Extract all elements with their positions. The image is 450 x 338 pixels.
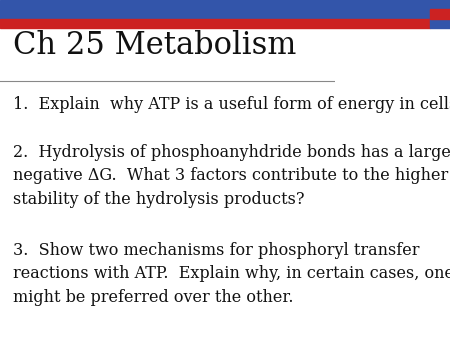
Text: stability of the hydrolysis products?: stability of the hydrolysis products? <box>14 191 305 208</box>
Text: reactions with ATP.  Explain why, in certain cases, one: reactions with ATP. Explain why, in cert… <box>14 265 450 282</box>
Text: 2.  Hydrolysis of phosphoanyhdride bonds has a large: 2. Hydrolysis of phosphoanyhdride bonds … <box>14 144 450 161</box>
Text: Ch 25 Metabolism: Ch 25 Metabolism <box>14 30 297 61</box>
Text: negative ΔG.  What 3 factors contribute to the higher: negative ΔG. What 3 factors contribute t… <box>14 167 449 184</box>
Text: might be preferred over the other.: might be preferred over the other. <box>14 289 294 306</box>
Text: 3.  Show two mechanisms for phosphoryl transfer: 3. Show two mechanisms for phosphoryl tr… <box>14 242 420 259</box>
Text: 1.  Explain  why ATP is a useful form of energy in cells.: 1. Explain why ATP is a useful form of e… <box>14 96 450 113</box>
